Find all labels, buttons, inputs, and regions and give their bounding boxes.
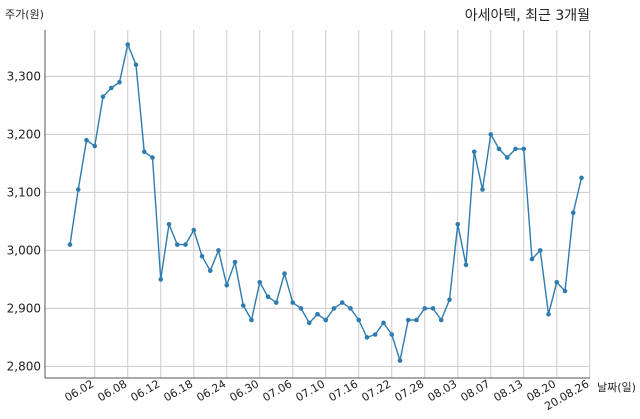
data-point (282, 271, 287, 276)
x-tick-label: 07.28 (392, 377, 426, 404)
data-point (249, 317, 254, 323)
data-point (570, 210, 576, 215)
data-point (546, 311, 551, 317)
data-point (364, 335, 370, 340)
data-point (265, 294, 271, 300)
y-tick-label: 3,000 (7, 243, 41, 257)
x-tick-label: 06.24 (194, 377, 228, 404)
data-point (315, 311, 320, 317)
data-point (240, 303, 246, 308)
data-point (463, 262, 469, 268)
data-point (150, 155, 155, 160)
y-tick-labels: 2,800 2,900 3,000 3,100 3,200 3,300 (7, 69, 41, 373)
data-point (290, 300, 296, 305)
data-point (455, 222, 461, 227)
data-point (183, 242, 188, 247)
data-point (199, 253, 205, 259)
y-tick-label: 2,900 (7, 301, 41, 315)
data-point (75, 187, 81, 192)
x-tick-label: 07.06 (260, 377, 294, 404)
x-tick-label: 07.22 (359, 377, 393, 404)
x-tick-label: 07.16 (326, 377, 360, 404)
data-point (257, 280, 263, 285)
x-tick-label: 08.03 (425, 377, 459, 404)
data-point (389, 332, 395, 337)
data-point (397, 358, 403, 363)
data-point (513, 146, 518, 152)
data-point (117, 79, 122, 85)
data-point (430, 306, 436, 311)
data-point (100, 94, 106, 99)
data-point (405, 317, 411, 323)
data-point (579, 175, 584, 181)
data-point (504, 155, 510, 160)
x-tick-label: 08.13 (491, 377, 525, 404)
x-tick-label: 06.12 (128, 377, 162, 404)
y-tick-label: 2,800 (7, 359, 41, 373)
data-point (207, 268, 213, 274)
data-point (273, 300, 279, 305)
x-tick-label: 06.02 (62, 377, 96, 404)
data-point (166, 222, 172, 227)
data-point (191, 227, 197, 233)
grid (45, 30, 591, 378)
data-point (562, 288, 568, 294)
data-point (348, 306, 353, 311)
x-tick-label: 06.30 (227, 377, 261, 404)
data-point (84, 137, 89, 143)
x-tick-labels: 06.02 06.08 06.12 06.18 06.24 06.30 07.06 07.10… (62, 377, 591, 413)
data-point (232, 259, 238, 265)
data-point (471, 149, 477, 155)
data-point (422, 306, 428, 311)
data-point (298, 306, 304, 311)
data-point (216, 248, 221, 253)
data-point (306, 320, 312, 326)
data-point (108, 85, 114, 91)
data-point (496, 146, 502, 152)
data-point (414, 317, 419, 323)
y-tick-label: 3,100 (7, 185, 41, 199)
axes (44, 30, 590, 379)
data-point (224, 282, 230, 288)
data-point (372, 332, 378, 337)
x-tick-label: 08.07 (458, 377, 492, 404)
data-point (323, 317, 329, 323)
x-tick-label: 06.18 (161, 377, 195, 404)
y-tick-label: 3,200 (7, 127, 41, 141)
data-point (480, 187, 485, 192)
data-point (92, 143, 98, 149)
data-point (125, 42, 131, 47)
data-point (158, 277, 164, 282)
x-axis-label: 날짜(일) (597, 380, 636, 394)
data-point (67, 242, 73, 247)
data-point (174, 242, 180, 247)
data-point (331, 306, 337, 311)
y-axis-label: 주가(원) (5, 8, 44, 21)
data-point (381, 320, 386, 326)
data-point (554, 280, 560, 285)
data-point (339, 300, 345, 305)
x-tick-label: 06.08 (95, 377, 129, 404)
x-tick-label: 07.10 (293, 377, 327, 404)
data-point (529, 256, 535, 262)
chart-title: 아세아텍, 최근 3개월 (465, 8, 590, 24)
data-point (356, 317, 362, 323)
data-point (537, 248, 543, 253)
data-point (488, 132, 494, 137)
data-point (133, 62, 139, 68)
y-tick-label: 3,300 (7, 69, 41, 83)
data-point (447, 297, 452, 303)
data-point (141, 149, 147, 155)
data-point (521, 146, 527, 152)
series (67, 42, 584, 363)
data-point (438, 317, 444, 323)
